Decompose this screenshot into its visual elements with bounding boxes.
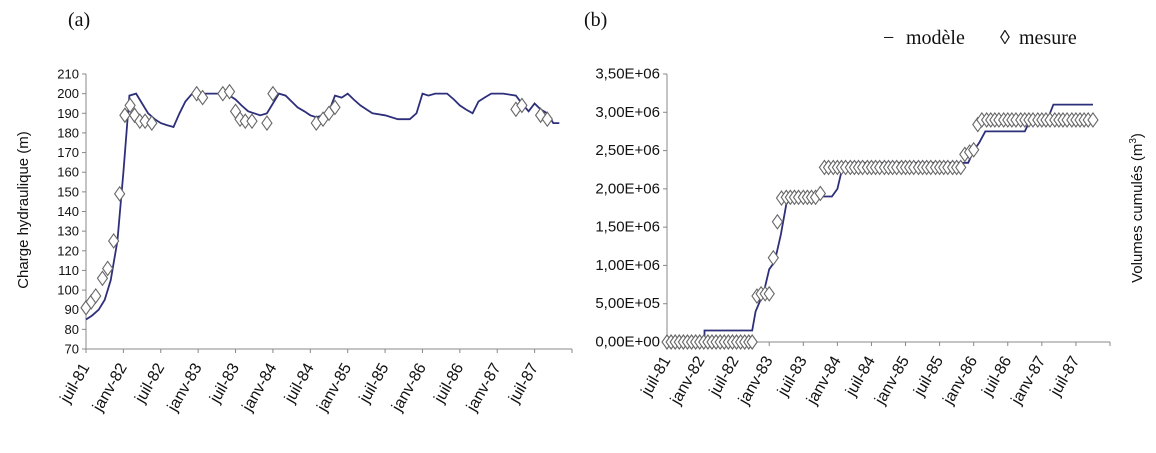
x-tick-label: janv-86 <box>388 360 430 415</box>
y-tick-label: 190 <box>57 106 79 121</box>
y-tick-label: 80 <box>65 322 79 337</box>
y-tick-label: 1,00E+06 <box>595 257 660 274</box>
y-axis-title-b-close: ) <box>1129 133 1146 138</box>
y-tick-label: 100 <box>57 283 79 298</box>
legend-measure-symbol: ◊ <box>1000 27 1010 49</box>
data-point-mesure <box>516 97 528 114</box>
y-tick-label: 110 <box>58 263 79 278</box>
data-point-mesure <box>534 107 547 124</box>
legend-measure-label: mesure <box>1019 27 1077 49</box>
data-point-mesure <box>139 113 151 130</box>
panel-a-label: (a) <box>68 9 90 31</box>
chart-panel-b: Volumes cumulés (m3) 0,00E+00 5,00E+05 1,0… <box>595 66 1146 409</box>
x-tick-label: juil-82 <box>706 353 743 399</box>
series-line-modele-b <box>667 103 1093 343</box>
x-tick-label: juil-83 <box>206 360 243 406</box>
data-point-mesure <box>955 159 967 176</box>
x-tick-label: juil-84 <box>842 353 879 399</box>
y-tick-label: 180 <box>57 125 79 140</box>
data-point-mesure <box>119 107 131 124</box>
x-tick-label: juil-84 <box>281 360 318 406</box>
y-tick-label: 5,00E+05 <box>595 295 660 312</box>
y-tick-label: 160 <box>57 165 79 180</box>
y-tick-label: 2,00E+06 <box>595 180 660 197</box>
x-tick-label: juil-82 <box>132 360 169 406</box>
x-tick-label: juil-86 <box>979 353 1016 399</box>
y-tick-label: 210 <box>57 67 79 82</box>
y-tick-label: 3,00E+06 <box>595 104 660 121</box>
x-tick-label: juil-83 <box>774 353 811 399</box>
y-tick-label: 0,00E+00 <box>595 334 660 351</box>
legend: − modèle ◊ mesure <box>883 27 1077 49</box>
data-point-mesure <box>96 270 109 287</box>
data-point-mesure <box>113 185 126 202</box>
data-point-mesure <box>223 83 236 100</box>
data-point-mesure <box>968 141 980 158</box>
data-point-mesure <box>196 89 209 106</box>
x-tick-label: juil-87 <box>1047 353 1084 399</box>
panel-b-label: (b) <box>584 9 607 31</box>
legend-model-label: modèle <box>906 27 965 49</box>
y-tick-label: 150 <box>57 184 79 199</box>
y-tick-label: 2,50E+06 <box>595 142 660 159</box>
data-point-mesure <box>1087 111 1099 128</box>
data-point-mesure <box>124 97 136 114</box>
y-tick-label: 70 <box>65 342 79 357</box>
legend-model-symbol: − <box>883 27 894 49</box>
x-tick-label: janv-83 <box>164 360 206 415</box>
data-point-mesure <box>541 111 554 128</box>
chart-panel-a: Charge hydraulique (m) 70 80 90 100 110 120 13… <box>15 67 573 415</box>
y-tick-label: 130 <box>57 224 79 239</box>
x-tick-label: janv-82 <box>89 360 131 415</box>
data-point-mesure <box>261 115 273 132</box>
x-tick-label: juil-81 <box>638 353 675 399</box>
y-axis-title-a: Charge hydraulique (m) <box>15 131 32 289</box>
x-tick-label: juil-85 <box>911 353 948 399</box>
y-tick-label: 170 <box>57 145 79 160</box>
x-tick-label: juil-85 <box>356 360 393 406</box>
x-tick-label: janv-85 <box>314 360 356 415</box>
y-axis-title-b: Volumes cumulés (m3) <box>1128 133 1146 283</box>
data-point-mesure <box>746 334 758 350</box>
data-point-mesure <box>267 85 279 102</box>
x-tick-label: janv-87 <box>463 360 505 415</box>
x-tick-label: juil-81 <box>57 360 94 406</box>
data-point-mesure <box>763 285 775 302</box>
data-point-mesure <box>90 288 102 304</box>
y-tick-label: 90 <box>65 302 79 317</box>
x-tick-label: janv-84 <box>239 360 281 415</box>
y-tick-label: 200 <box>57 86 79 101</box>
data-point-mesure <box>246 113 258 130</box>
data-point-mesure <box>107 233 120 249</box>
data-point-mesure <box>102 260 114 277</box>
data-point-mesure <box>146 115 158 132</box>
y-axis-title-b-sup: 3 <box>1128 138 1139 144</box>
y-tick-label: 1,50E+06 <box>595 219 660 236</box>
data-point-mesure <box>329 99 341 116</box>
data-point-mesure <box>767 249 779 266</box>
series-line-modele-a <box>85 92 560 321</box>
x-tick-label: juil-87 <box>506 360 543 406</box>
y-tick-label: 3,50E+06 <box>595 66 660 83</box>
y-tick-label: 120 <box>57 243 79 258</box>
x-tick-label: juil-86 <box>431 360 468 406</box>
y-axis-title-b-main: Volumes cumulés (m <box>1129 144 1146 283</box>
y-tick-label: 140 <box>57 204 79 219</box>
data-point-mesure <box>814 185 827 202</box>
data-point-mesure <box>771 213 784 230</box>
